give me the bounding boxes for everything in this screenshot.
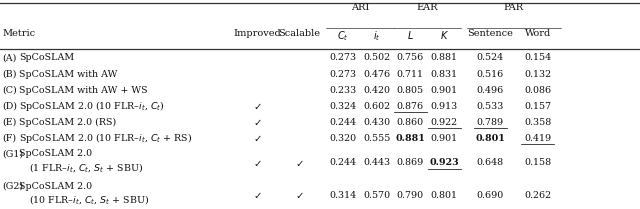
Text: 0.273: 0.273	[330, 70, 356, 79]
Text: 0.869: 0.869	[397, 158, 424, 167]
Text: SpCoSLAM 2.0: SpCoSLAM 2.0	[19, 149, 92, 158]
Text: (10 FLR–$i_t$, $C_t$, $S_t$ + SBU): (10 FLR–$i_t$, $C_t$, $S_t$ + SBU)	[29, 194, 150, 206]
Text: SpCoSLAM 2.0 (10 FLR–$i_t$, $C_t$ + RS): SpCoSLAM 2.0 (10 FLR–$i_t$, $C_t$ + RS)	[19, 131, 193, 145]
Text: Scalable: Scalable	[278, 29, 321, 38]
Text: 0.801: 0.801	[476, 134, 505, 143]
Text: SpCoSLAM with AW + WS: SpCoSLAM with AW + WS	[19, 86, 148, 95]
Text: PAR: PAR	[504, 3, 524, 12]
Text: SpCoSLAM: SpCoSLAM	[19, 54, 74, 62]
Text: SpCoSLAM with AW: SpCoSLAM with AW	[19, 70, 118, 79]
Text: $\checkmark$: $\checkmark$	[253, 134, 262, 143]
Text: Word: Word	[524, 29, 551, 38]
Text: $K$: $K$	[440, 29, 449, 41]
Text: (G2): (G2)	[3, 182, 24, 191]
Text: 0.476: 0.476	[364, 70, 390, 79]
Text: 0.648: 0.648	[477, 158, 504, 167]
Text: Improved: Improved	[234, 29, 281, 38]
Text: 0.901: 0.901	[431, 86, 458, 95]
Text: 0.443: 0.443	[364, 158, 390, 167]
Text: (A): (A)	[3, 54, 17, 62]
Text: Sentence: Sentence	[467, 29, 513, 38]
Text: SpCoSLAM 2.0 (RS): SpCoSLAM 2.0 (RS)	[19, 118, 116, 127]
Text: 0.132: 0.132	[524, 70, 551, 79]
Text: $\checkmark$: $\checkmark$	[295, 190, 304, 200]
Text: EAR: EAR	[417, 3, 438, 12]
Text: 0.881: 0.881	[431, 54, 458, 62]
Text: 0.524: 0.524	[477, 54, 504, 62]
Text: 0.516: 0.516	[477, 70, 504, 79]
Text: $C_t$: $C_t$	[337, 29, 349, 43]
Text: (G1): (G1)	[3, 149, 24, 158]
Text: 0.901: 0.901	[431, 134, 458, 143]
Text: 0.711: 0.711	[397, 70, 424, 79]
Text: $\checkmark$: $\checkmark$	[253, 101, 262, 111]
Text: 0.831: 0.831	[431, 70, 458, 79]
Text: 0.570: 0.570	[364, 191, 390, 200]
Text: ARI: ARI	[351, 3, 369, 12]
Text: 0.420: 0.420	[364, 86, 390, 95]
Text: $\checkmark$: $\checkmark$	[295, 158, 304, 168]
Text: Metric: Metric	[3, 29, 36, 38]
Text: 0.756: 0.756	[397, 54, 424, 62]
Text: (1 FLR–$i_t$, $C_t$, $S_t$ + SBU): (1 FLR–$i_t$, $C_t$, $S_t$ + SBU)	[29, 161, 143, 174]
Text: 0.086: 0.086	[524, 86, 551, 95]
Text: $\checkmark$: $\checkmark$	[253, 158, 262, 168]
Text: (C): (C)	[3, 86, 17, 95]
Text: SpCoSLAM 2.0 (10 FLR–$i_t$, $C_t$): SpCoSLAM 2.0 (10 FLR–$i_t$, $C_t$)	[19, 99, 165, 113]
Text: 0.496: 0.496	[477, 86, 504, 95]
Text: 0.789: 0.789	[477, 118, 504, 127]
Text: $\checkmark$: $\checkmark$	[253, 190, 262, 200]
Text: 0.923: 0.923	[429, 158, 459, 167]
Text: (E): (E)	[3, 118, 17, 127]
Text: 0.158: 0.158	[524, 158, 551, 167]
Text: 0.533: 0.533	[477, 102, 504, 111]
Text: SpCoSLAM 2.0: SpCoSLAM 2.0	[19, 182, 92, 191]
Text: 0.876: 0.876	[397, 102, 424, 111]
Text: 0.690: 0.690	[477, 191, 504, 200]
Text: 0.244: 0.244	[330, 158, 356, 167]
Text: 0.430: 0.430	[364, 118, 390, 127]
Text: 0.358: 0.358	[524, 118, 551, 127]
Text: (F): (F)	[3, 134, 17, 143]
Text: 0.555: 0.555	[364, 134, 390, 143]
Text: 0.320: 0.320	[330, 134, 356, 143]
Text: 0.314: 0.314	[330, 191, 356, 200]
Text: 0.922: 0.922	[431, 118, 458, 127]
Text: 0.324: 0.324	[330, 102, 356, 111]
Text: 0.154: 0.154	[524, 54, 551, 62]
Text: (D): (D)	[3, 102, 17, 111]
Text: 0.273: 0.273	[330, 54, 356, 62]
Text: 0.790: 0.790	[397, 191, 424, 200]
Text: 0.244: 0.244	[330, 118, 356, 127]
Text: (B): (B)	[3, 70, 17, 79]
Text: 0.805: 0.805	[397, 86, 424, 95]
Text: 0.157: 0.157	[524, 102, 551, 111]
Text: 0.602: 0.602	[364, 102, 390, 111]
Text: 0.262: 0.262	[524, 191, 551, 200]
Text: 0.881: 0.881	[396, 134, 425, 143]
Text: $i_t$: $i_t$	[373, 29, 381, 43]
Text: 0.860: 0.860	[397, 118, 424, 127]
Text: 0.502: 0.502	[364, 54, 390, 62]
Text: 0.419: 0.419	[524, 134, 551, 143]
Text: 0.913: 0.913	[431, 102, 458, 111]
Text: 0.233: 0.233	[330, 86, 356, 95]
Text: $\checkmark$: $\checkmark$	[253, 117, 262, 127]
Text: 0.801: 0.801	[431, 191, 458, 200]
Text: $L$: $L$	[407, 29, 413, 41]
